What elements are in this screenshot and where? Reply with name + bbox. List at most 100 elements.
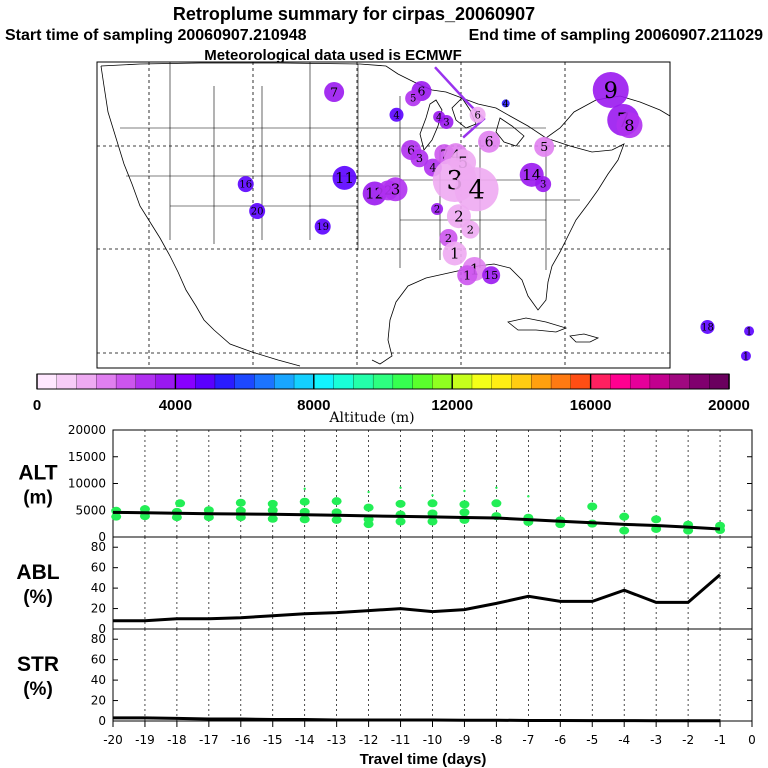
plume-marker-40: [740, 350, 751, 361]
x-tick-label: -1: [714, 733, 726, 747]
met-data-text: Meteorological data used is ECMWF: [204, 47, 462, 64]
plume-marker-label: 6: [474, 110, 480, 121]
y-tick-label: 0: [98, 622, 106, 636]
figure-title: Retroplume summary for cirpas_20060907: [173, 4, 535, 24]
panel-ylabel-line1: STR: [17, 653, 59, 676]
x-tick-label: -19: [135, 733, 155, 747]
plume-marker-label: 6: [407, 142, 415, 157]
panel-alt: 0 5000 10000 15000 20000 ALT (m): [18, 423, 753, 544]
scatter-point: [367, 490, 370, 494]
x-tick-label: -13: [327, 733, 347, 747]
colorbar-cell: [550, 373, 572, 390]
colorbar-cell: [709, 373, 730, 390]
scatter-point: [651, 515, 662, 524]
plume-marker-12: [534, 136, 555, 157]
scatter-point: [459, 508, 470, 517]
x-tick-label: -6: [554, 733, 566, 747]
colorbar-cell: [649, 373, 671, 390]
scatter-point: [495, 486, 498, 489]
colorbar-cell: [234, 373, 256, 390]
colorbar-cell: [214, 373, 236, 390]
y-tick-label: 20: [91, 602, 106, 616]
colorbar-cell: [432, 373, 453, 390]
plume-marker-label: 2: [454, 207, 464, 225]
y-tick-label: 15000: [68, 450, 106, 464]
x-tick-label: -5: [586, 733, 598, 747]
map-frame: [96, 61, 671, 369]
colorbar-cell: [254, 373, 275, 390]
colorbar-cell: [392, 373, 414, 390]
colorbar-cell: [372, 373, 394, 390]
plume-marker-3: [324, 82, 345, 103]
plume-marker-label: 4: [503, 99, 509, 110]
x-tick-label: -3: [650, 733, 662, 747]
colorbar-tick-label: 0: [33, 397, 41, 414]
altitude-colorbar: 0 4000 8000 12000 16000 20000 Altitude (m): [33, 373, 750, 426]
colorbar-cell: [412, 373, 434, 390]
scatter-point: [111, 512, 122, 521]
plume-marker-31: [442, 241, 467, 266]
series-line: [112, 510, 721, 531]
scatter-point: [395, 499, 406, 508]
scatter-point: [267, 499, 278, 508]
colorbar-cell: [115, 373, 137, 390]
y-tick-label: 60: [91, 561, 106, 575]
scatter-point: [363, 520, 374, 529]
y-tick-label: 80: [91, 540, 106, 554]
scatter-point: [491, 499, 502, 508]
plume-marker-label: 4: [429, 162, 436, 175]
x-tick-label: -17: [199, 733, 219, 747]
plume-marker-14: [410, 149, 429, 168]
colorbar-ticks: 0 4000 8000 12000 16000 20000: [33, 374, 750, 414]
colorbar-cell: [531, 373, 552, 390]
y-tick-label: 0: [98, 714, 106, 728]
plume-marker-label: 4: [393, 110, 399, 121]
scatter-point: [427, 517, 438, 526]
scatter-point: [399, 486, 402, 489]
y-tick-label: 40: [91, 673, 106, 687]
plume-marker-label: 6: [485, 135, 494, 151]
plume-markers: 9787654436465634745341431112232222111151…: [237, 71, 755, 362]
y-tick-label: 20: [91, 694, 106, 708]
colorbar-cell: [629, 373, 651, 390]
plume-marker-35: [237, 176, 254, 193]
panel-str: 0 20 40 60 80 STR (%): [17, 628, 753, 728]
plume-marker-label: 8: [624, 116, 634, 135]
colorbar-tick-label: 4000: [159, 397, 192, 414]
plume-marker-label: 19: [316, 222, 329, 233]
plume-marker-label: 7: [330, 84, 338, 99]
x-tick-label: -4: [618, 733, 630, 747]
colorbar-cell: [96, 373, 117, 390]
colorbar-cell: [689, 373, 710, 390]
x-tick-label: 0: [748, 733, 756, 747]
plume-marker-26: [383, 177, 408, 202]
x-tick-label: -10: [423, 733, 443, 747]
plume-marker-10: [501, 99, 510, 108]
scatter-point: [299, 497, 310, 506]
scatter-point: [363, 503, 374, 512]
scatter-point: [619, 512, 630, 521]
plume-marker-label: 5: [410, 94, 416, 105]
start-time-text: Start time of sampling 20060907.210948: [5, 27, 307, 44]
colorbar-cell: [491, 373, 513, 390]
y-tick-label: 0: [98, 530, 106, 544]
y-tick-label: 40: [91, 581, 106, 595]
plume-marker-22: [535, 176, 552, 193]
end-time-text: End time of sampling 20060907.211029: [469, 27, 763, 44]
y-tick-label: 10000: [68, 477, 106, 491]
panel-abl: 0 20 40 60 80 ABL (%): [16, 536, 753, 636]
colorbar-cell: [452, 373, 473, 390]
plume-marker-label: 5: [540, 139, 548, 154]
plume-marker-28: [446, 204, 471, 229]
scatter-point: [619, 526, 630, 535]
y-tick-label: 20000: [68, 423, 106, 437]
plume-marker-27: [431, 202, 444, 215]
x-tick-label: -7: [522, 733, 534, 747]
plume-marker-5: [405, 90, 422, 107]
series-line: [113, 573, 721, 623]
plume-marker-38: [700, 319, 715, 334]
x-axis-ticks: -20 -19 -18 -17 -16 -15 -14 -13 -12 -11 -10 -9 -8 -7-…: [103, 721, 756, 747]
x-axis-title: Travel time (days): [360, 751, 487, 768]
colorbar-tick-label: 12000: [431, 397, 473, 414]
